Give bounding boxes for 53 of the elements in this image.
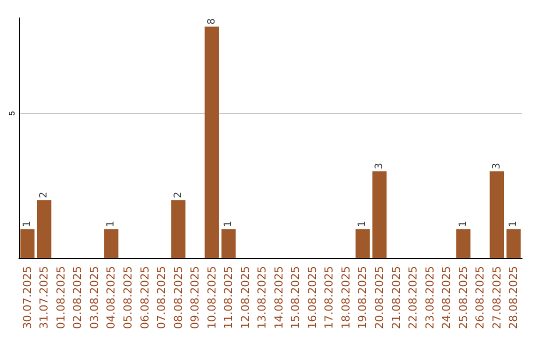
x-tick-label: 28.08.2025	[507, 266, 520, 330]
bar	[37, 200, 52, 258]
x-tick-label: 08.08.2025	[172, 266, 185, 330]
x-tick-label: 22.08.2025	[406, 266, 420, 330]
bar	[171, 200, 186, 258]
x-tick-label: 09.08.2025	[188, 266, 202, 330]
x-tick-label: 07.08.2025	[155, 266, 168, 330]
data-label: 1	[357, 220, 368, 228]
x-tick-label: 20.08.2025	[372, 266, 386, 330]
x-tick-label: 25.08.2025	[456, 266, 470, 330]
x-tick-label: 30.07.2025	[20, 266, 34, 330]
bar	[456, 229, 470, 258]
x-tick-label: 10.08.2025	[205, 266, 218, 330]
x-tick-label: 06.08.2025	[138, 266, 152, 330]
x-tick-label: 27.08.2025	[490, 266, 504, 330]
data-label: 3	[491, 162, 502, 170]
x-tick-label: 15.08.2025	[289, 266, 302, 330]
data-label: 1	[508, 220, 520, 228]
bar	[204, 26, 219, 258]
data-label: 2	[38, 192, 50, 198]
data-label: 3	[374, 162, 385, 170]
data-label: 1	[106, 220, 117, 228]
data-label: 1	[22, 220, 33, 228]
bar	[506, 229, 521, 258]
x-tick-label: 04.08.2025	[104, 266, 118, 330]
x-tick-label: 02.08.2025	[71, 266, 84, 330]
x-tick-label: 26.08.2025	[474, 266, 487, 330]
x-tick-label: 11.08.2025	[222, 266, 236, 330]
x-tick-label: 13.08.2025	[256, 266, 269, 330]
x-tick-label: 14.08.2025	[272, 266, 286, 330]
x-tick-label: 12.08.2025	[238, 266, 252, 330]
bar	[221, 229, 236, 258]
x-tick-label: 24.08.2025	[440, 266, 454, 330]
data-label: 1	[223, 220, 234, 228]
bar	[372, 171, 387, 258]
x-tick-label: 03.08.2025	[88, 266, 101, 330]
x-tick-label: 21.08.2025	[390, 266, 403, 330]
x-tick-label: 01.08.2025	[54, 266, 68, 330]
x-tick-label: 17.08.2025	[322, 266, 336, 330]
bar	[104, 229, 118, 258]
data-label: 8	[206, 18, 218, 25]
x-tick-label: 16.08.2025	[306, 266, 319, 330]
x-tick-label: 19.08.2025	[356, 266, 370, 330]
x-tick-label: 31.07.2025	[38, 266, 51, 330]
x-tick-label: 23.08.2025	[423, 266, 436, 330]
bar	[20, 229, 35, 258]
bar	[356, 229, 370, 258]
x-tick-label: 18.08.2025	[339, 266, 352, 330]
data-label: 2	[172, 192, 184, 198]
bar	[490, 171, 504, 258]
data-label: 1	[458, 220, 469, 228]
y-tick-label: 5	[8, 110, 16, 116]
x-tick-label: 05.08.2025	[121, 266, 134, 330]
